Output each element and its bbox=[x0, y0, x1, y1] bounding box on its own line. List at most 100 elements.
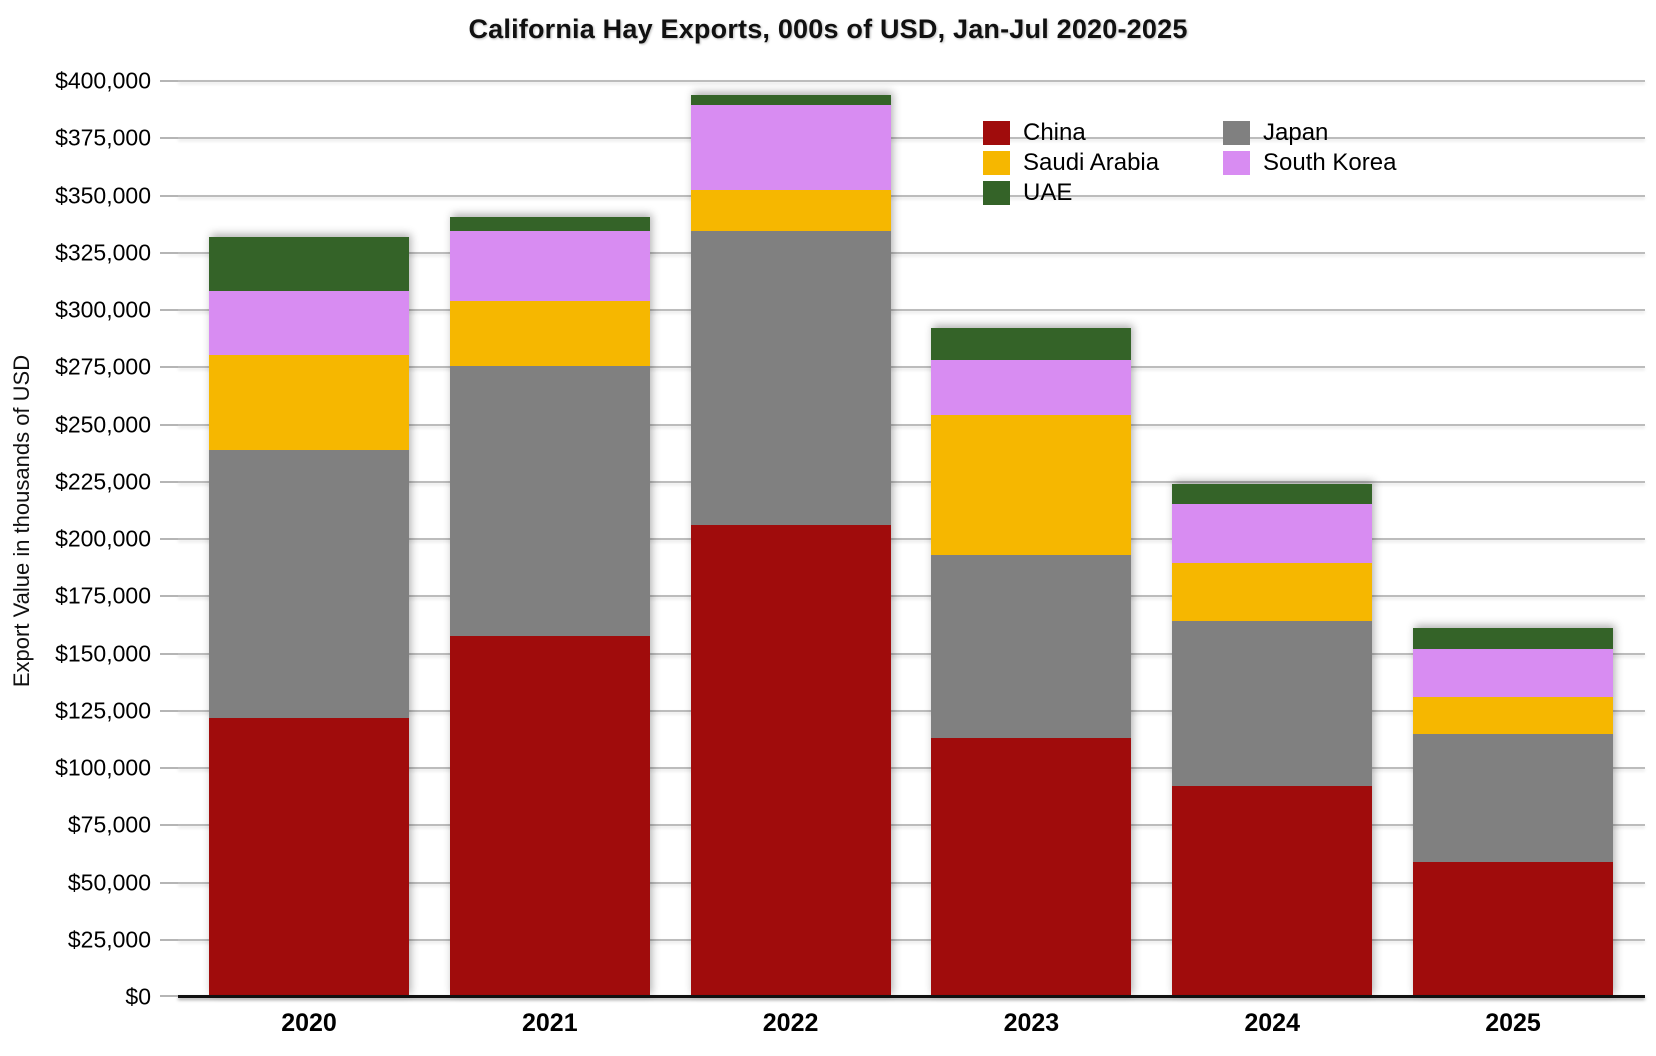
segment-china-2023 bbox=[931, 738, 1132, 997]
y-tick-mark bbox=[160, 938, 178, 941]
legend-swatch-uae bbox=[983, 181, 1010, 205]
gridline-325000: $325,000 bbox=[55, 239, 1645, 265]
y-tick-mark bbox=[160, 251, 178, 254]
legend: China Saudi Arabia UAE Japan South Korea bbox=[983, 118, 1463, 208]
y-tick-label-400000: $400,000 bbox=[55, 67, 151, 94]
gridline-350000: $350,000 bbox=[55, 182, 1645, 208]
segment-saudi-arabia-2025 bbox=[1413, 697, 1613, 734]
legend-swatch-saudi-arabia bbox=[983, 151, 1010, 175]
y-tick-label-300000: $300,000 bbox=[55, 296, 151, 323]
segment-saudi-arabia-2022 bbox=[690, 189, 891, 232]
bar-2024 bbox=[1172, 484, 1373, 997]
y-tick-label-125000: $125,000 bbox=[55, 697, 151, 724]
bar-2021 bbox=[449, 217, 650, 997]
y-tick-label-325000: $325,000 bbox=[55, 239, 151, 266]
y-tick-label-350000: $350,000 bbox=[55, 182, 151, 208]
y-tick-label-275000: $275,000 bbox=[55, 353, 151, 380]
bar-2023 bbox=[931, 328, 1132, 997]
y-tick-mark bbox=[160, 709, 178, 712]
y-tick-mark bbox=[160, 194, 178, 197]
y-tick-label-175000: $175,000 bbox=[55, 582, 151, 609]
segment-japan-2021 bbox=[449, 366, 650, 637]
segment-saudi-arabia-2020 bbox=[209, 354, 409, 450]
legend-swatch-japan bbox=[1223, 121, 1250, 145]
y-tick-label-50000: $50,000 bbox=[67, 869, 151, 895]
segment-japan-2025 bbox=[1413, 733, 1613, 862]
gridline-175000: $175,000 bbox=[55, 583, 1645, 609]
bar-2022 bbox=[690, 94, 891, 998]
gridline-200000: $200,000 bbox=[55, 526, 1645, 552]
segment-south-korea-2022 bbox=[690, 105, 891, 190]
y-tick-mark bbox=[160, 309, 178, 311]
x-axis-label-2021: 2021 bbox=[521, 1009, 578, 1037]
gridline-125000: $125,000 bbox=[55, 697, 1645, 723]
gridline-400000: $400,000 bbox=[55, 68, 1645, 94]
x-axis-label-2023: 2023 bbox=[1003, 1009, 1060, 1037]
segment-south-korea-2025 bbox=[1413, 648, 1613, 698]
legend-label-south-korea: South Korea bbox=[1263, 149, 1397, 176]
gridline-300000: $300,000 bbox=[55, 297, 1645, 323]
segment-south-korea-2021 bbox=[449, 231, 650, 301]
segment-south-korea-2023 bbox=[931, 360, 1132, 416]
segment-saudi-arabia-2021 bbox=[449, 300, 650, 367]
segment-japan-2022 bbox=[690, 231, 891, 526]
legend-item-uae: UAE bbox=[983, 178, 1223, 208]
segment-saudi-arabia-2024 bbox=[1172, 563, 1373, 622]
plot-area: $0 $25,000 $50,000 $75,000 $100,000 $125,000 $… bbox=[55, 68, 1645, 1037]
segment-south-korea-2020 bbox=[209, 290, 409, 355]
gridline-250000: $250,000 bbox=[55, 411, 1645, 437]
x-axis-line: $0 bbox=[125, 983, 1645, 1009]
y-tick-label-75000: $75,000 bbox=[67, 811, 151, 838]
gridline-75000: $75,000 bbox=[68, 812, 1645, 838]
legend-item-japan: Japan bbox=[1223, 118, 1463, 148]
y-tick-label-250000: $250,000 bbox=[55, 411, 151, 437]
bar-2020 bbox=[209, 236, 409, 997]
gridline-375000: $375,000 bbox=[55, 125, 1645, 151]
gridline-225000: $225,000 bbox=[55, 468, 1645, 494]
gridline-100000: $100,000 bbox=[55, 755, 1645, 781]
segment-china-2025 bbox=[1413, 861, 1613, 997]
y-tick-label-150000: $150,000 bbox=[55, 640, 151, 666]
legend-label-uae: UAE bbox=[1023, 179, 1073, 206]
segment-uae-2025 bbox=[1413, 628, 1613, 649]
y-tick-mark bbox=[160, 137, 178, 140]
y-tick-mark bbox=[160, 652, 178, 655]
segment-china-2022 bbox=[690, 525, 891, 998]
segment-japan-2023 bbox=[931, 555, 1132, 739]
y-tick-label-100000: $100,000 bbox=[55, 754, 151, 781]
segment-china-2021 bbox=[449, 636, 650, 997]
segment-china-2024 bbox=[1172, 786, 1373, 997]
segment-china-2020 bbox=[209, 717, 409, 997]
legend-swatch-south-korea bbox=[1223, 151, 1250, 175]
segment-uae-2021 bbox=[449, 217, 650, 231]
y-tick-mark bbox=[160, 366, 178, 369]
y-axis-title: Export Value in thousands of USD bbox=[9, 354, 34, 688]
x-axis-label-2020: 2020 bbox=[281, 1009, 337, 1037]
y-tick-label-375000: $375,000 bbox=[55, 124, 151, 151]
y-tick-mark bbox=[160, 767, 178, 769]
y-tick-label-225000: $225,000 bbox=[55, 468, 151, 495]
y-tick-label-25000: $25,000 bbox=[67, 926, 151, 953]
segment-uae-2020 bbox=[209, 236, 409, 291]
legend-label-china: China bbox=[1023, 119, 1086, 146]
bar-2025 bbox=[1413, 628, 1613, 997]
legend-swatch-china bbox=[983, 121, 1010, 145]
gridline-50000: $50,000 bbox=[68, 869, 1645, 895]
y-tick-mark bbox=[160, 881, 178, 884]
legend-label-japan: Japan bbox=[1263, 119, 1329, 146]
segment-uae-2024 bbox=[1172, 484, 1373, 504]
segment-uae-2022 bbox=[690, 94, 891, 106]
y-tick-mark bbox=[160, 80, 178, 82]
legend-item-china: China bbox=[983, 118, 1223, 148]
y-tick-mark bbox=[160, 538, 178, 540]
gridline-275000: $275,000 bbox=[55, 354, 1645, 380]
x-axis-label-2022: 2022 bbox=[762, 1009, 819, 1037]
segment-uae-2023 bbox=[931, 328, 1132, 361]
x-axis-label-2025: 2025 bbox=[1485, 1009, 1541, 1037]
y-tick-mark bbox=[160, 595, 178, 598]
y-tick-mark bbox=[160, 995, 178, 997]
segment-japan-2024 bbox=[1172, 621, 1373, 787]
gridline-150000: $150,000 bbox=[55, 640, 1645, 666]
y-tick-mark bbox=[160, 824, 178, 827]
